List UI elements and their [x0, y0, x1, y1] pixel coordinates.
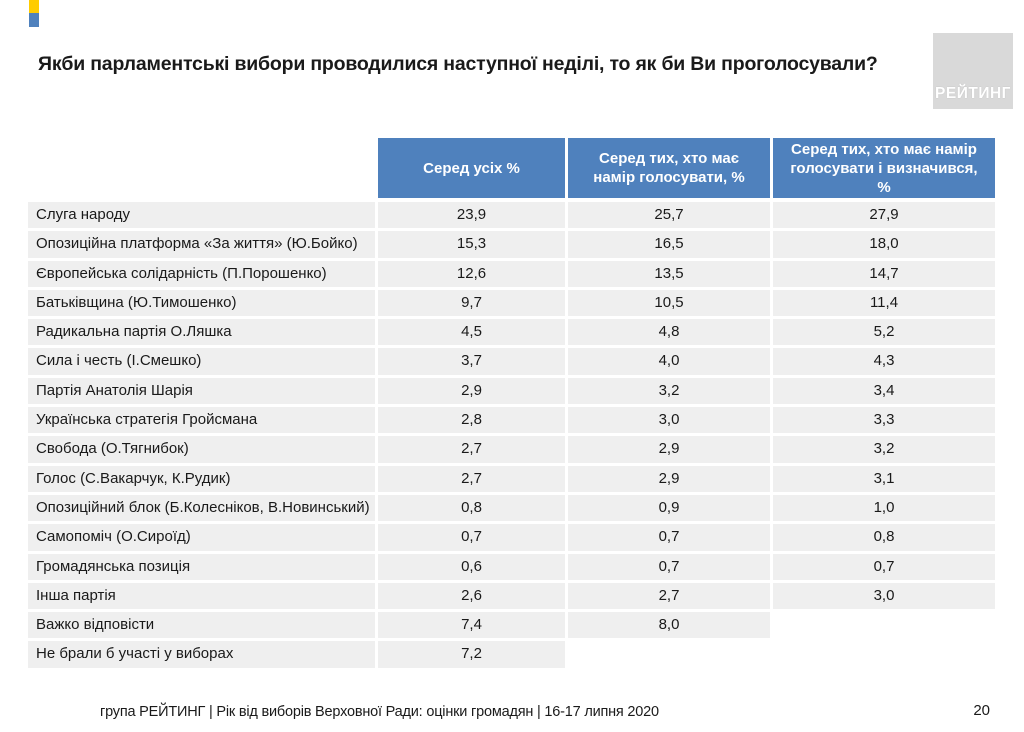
value-cell-decided: 3,3: [773, 407, 995, 434]
value-cell-all: 2,6: [378, 582, 565, 610]
value-cell-decided: 27,9: [773, 202, 995, 229]
table-row: Європейська солідарність (П.Порошенко) 1…: [28, 260, 995, 287]
header-among-all: Серед усіх %: [378, 138, 565, 198]
value-cell-decided: [773, 612, 995, 638]
table-row: Сила і честь (І.Смешко) 3,7 4,0 4,3: [28, 348, 995, 375]
slide-footer: група РЕЙТИНГ | Рік від виборів Верховно…: [100, 704, 659, 720]
value-cell-intend: 13,5: [568, 260, 770, 287]
value-cell-decided: 3,0: [773, 582, 995, 610]
value-cell-intend: 16,5: [568, 231, 770, 258]
party-name-cell: Сила і честь (І.Смешко): [28, 348, 375, 375]
party-name-cell: Самопоміч (О.Сироїд): [28, 524, 375, 551]
table-row: Інша партія 2,6 2,7 3,0: [28, 582, 995, 610]
party-name-cell: Слуга народу: [28, 202, 375, 229]
table-row: Опозиційна платформа «За життя» (Ю.Бойко…: [28, 231, 995, 258]
table-row: Українська стратегія Гройсмана 2,8 3,0 3…: [28, 407, 995, 434]
value-cell-decided: 18,0: [773, 231, 995, 258]
table-row: Важко відповісти 7,4 8,0: [28, 612, 995, 639]
flag-blue-stripe: [29, 13, 39, 27]
value-cell-all: 7,2: [378, 641, 565, 668]
value-cell-intend: 0,7: [568, 553, 770, 580]
value-cell-all: 4,5: [378, 319, 565, 346]
value-cell-all: 2,7: [378, 465, 565, 492]
value-cell-decided: 14,7: [773, 260, 995, 287]
value-cell-intend: 4,0: [568, 348, 770, 375]
rating-logo-text: РЕЙТИНГ: [935, 85, 1011, 102]
value-cell-all: 7,4: [378, 612, 565, 639]
table-row: Не брали б участі у виборах 7,2: [28, 641, 995, 668]
header-spacer-cell: [28, 138, 375, 198]
table-header: Серед усіх % Серед тих, хто має намір го…: [28, 138, 995, 198]
table-body: Слуга народу 23,9 25,7 27,9 Опозиційна п…: [28, 202, 995, 671]
table-row: Самопоміч (О.Сироїд) 0,7 0,7 0,8: [28, 524, 995, 551]
value-cell-decided: 5,2: [773, 319, 995, 346]
header-among-intend: Серед тих, хто має намір голосувати, %: [568, 138, 770, 198]
slide-title: Якби парламентські вибори проводилися на…: [38, 53, 878, 75]
value-cell-decided: 4,3: [773, 348, 995, 375]
flag-yellow-stripe: [29, 0, 39, 13]
table-row: Батьківщина (Ю.Тимошенко) 9,7 10,5 11,4: [28, 289, 995, 317]
ukraine-flag-ribbon: [29, 0, 39, 27]
value-cell-intend: [568, 641, 770, 667]
value-cell-decided: 0,7: [773, 553, 995, 580]
value-cell-all: 0,7: [378, 524, 565, 551]
value-cell-all: 15,3: [378, 231, 565, 258]
value-cell-all: 2,8: [378, 407, 565, 434]
table-row: Громадянська позиція 0,6 0,7 0,7: [28, 553, 995, 580]
value-cell-all: 3,7: [378, 348, 565, 375]
value-cell-decided: 3,4: [773, 377, 995, 405]
value-cell-decided: 1,0: [773, 494, 995, 522]
party-name-cell: Опозиційна платформа «За життя» (Ю.Бойко…: [28, 231, 375, 258]
rating-group-logo: РЕЙТИНГ: [933, 33, 1013, 109]
value-cell-intend: 4,8: [568, 319, 770, 346]
value-cell-intend: 2,9: [568, 465, 770, 492]
party-name-cell: Європейська солідарність (П.Порошенко): [28, 260, 375, 287]
party-name-cell: Партія Анатолія Шарія: [28, 377, 375, 405]
value-cell-all: 23,9: [378, 202, 565, 229]
table-row: Голос (С.Вакарчук, К.Рудик) 2,7 2,9 3,1: [28, 465, 995, 492]
value-cell-all: 2,7: [378, 436, 565, 463]
party-name-cell: Радикальна партія О.Ляшка: [28, 319, 375, 346]
party-name-cell: Інша партія: [28, 582, 375, 610]
party-name-cell: Українська стратегія Гройсмана: [28, 407, 375, 434]
value-cell-all: 12,6: [378, 260, 565, 287]
value-cell-decided: 11,4: [773, 289, 995, 317]
value-cell-intend: 0,9: [568, 494, 770, 522]
party-name-cell: Опозиційний блок (Б.Колесніков, В.Новинс…: [28, 494, 375, 522]
value-cell-decided: [773, 641, 995, 667]
value-cell-all: 9,7: [378, 289, 565, 317]
party-name-cell: Батьківщина (Ю.Тимошенко): [28, 289, 375, 317]
value-cell-all: 0,6: [378, 553, 565, 580]
table-row: Слуга народу 23,9 25,7 27,9: [28, 202, 995, 229]
page-number: 20: [973, 702, 990, 719]
value-cell-decided: 3,2: [773, 436, 995, 463]
value-cell-intend: 2,9: [568, 436, 770, 463]
value-cell-all: 2,9: [378, 377, 565, 405]
value-cell-intend: 25,7: [568, 202, 770, 229]
value-cell-intend: 10,5: [568, 289, 770, 317]
value-cell-intend: 2,7: [568, 582, 770, 610]
value-cell-all: 0,8: [378, 494, 565, 522]
header-among-decided: Серед тих, хто має намір голосувати і ви…: [773, 138, 995, 198]
table-row: Радикальна партія О.Ляшка 4,5 4,8 5,2: [28, 319, 995, 346]
table-row: Опозиційний блок (Б.Колесніков, В.Новинс…: [28, 494, 995, 522]
party-name-cell: Важко відповісти: [28, 612, 375, 639]
value-cell-decided: 0,8: [773, 524, 995, 551]
table-row: Партія Анатолія Шарія 2,9 3,2 3,4: [28, 377, 995, 405]
value-cell-intend: 3,0: [568, 407, 770, 434]
value-cell-intend: 0,7: [568, 524, 770, 551]
party-name-cell: Голос (С.Вакарчук, К.Рудик): [28, 465, 375, 492]
value-cell-intend: 3,2: [568, 377, 770, 405]
table-row: Свобода (О.Тягнибок) 2,7 2,9 3,2: [28, 436, 995, 463]
value-cell-intend: 8,0: [568, 612, 770, 639]
party-name-cell: Не брали б участі у виборах: [28, 641, 375, 668]
party-name-cell: Громадянська позиція: [28, 553, 375, 580]
value-cell-decided: 3,1: [773, 465, 995, 492]
party-name-cell: Свобода (О.Тягнибок): [28, 436, 375, 463]
